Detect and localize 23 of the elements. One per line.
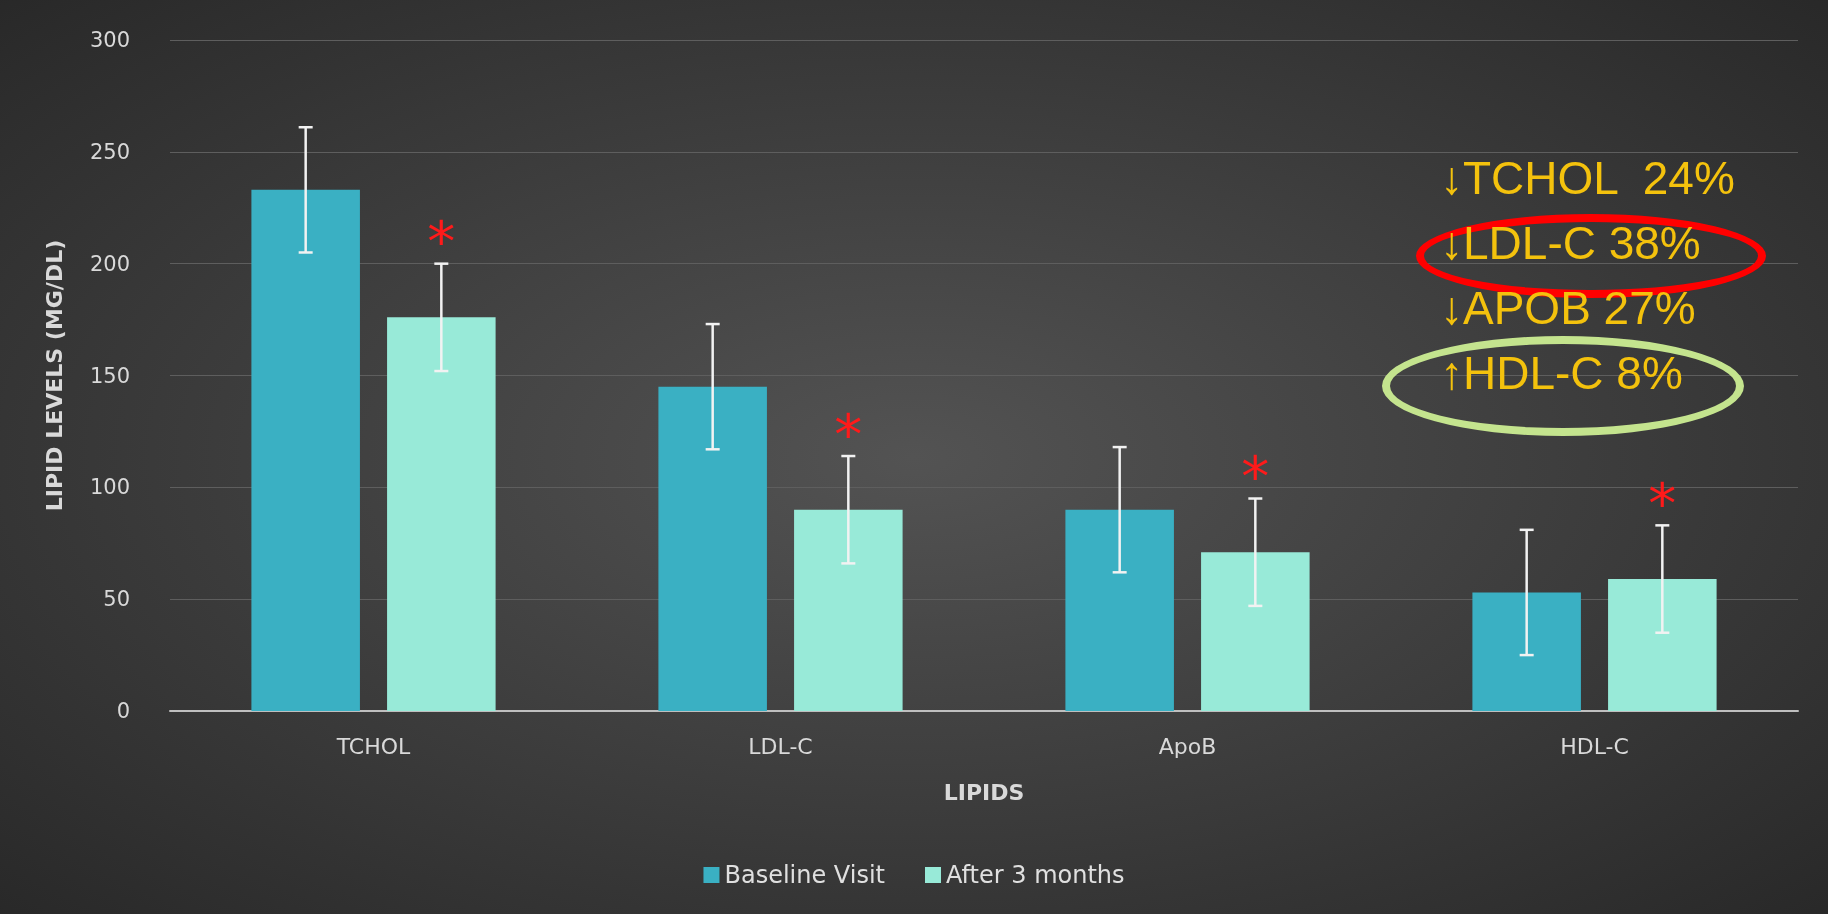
annotation: ↑HDL-C 8% — [1440, 347, 1683, 399]
y-axis-title: LIPID LEVELS (MG/DL) — [41, 239, 67, 512]
x-tick-label: HDL-C — [1560, 733, 1629, 759]
y-tick-label: 100 — [89, 475, 130, 500]
annotation: * — [834, 401, 863, 467]
annotation: ↓LDL-C 38% — [1440, 217, 1701, 269]
annotation: ↓APOB 27% — [1440, 282, 1696, 334]
y-tick-label: 250 — [89, 139, 130, 164]
annotation: * — [1648, 470, 1677, 536]
annotation: ↓TCHOL 24% — [1440, 152, 1735, 204]
y-tick-label: 50 — [103, 587, 130, 612]
x-tick-label: LDL-C — [748, 733, 813, 759]
y-tick-label: 150 — [89, 363, 130, 388]
annotation: * — [1241, 444, 1270, 510]
x-tick-label: TCHOL — [335, 733, 412, 759]
annotation: * — [427, 209, 456, 275]
legend-label: Baseline Visit — [724, 861, 885, 889]
x-tick-label: ApoB — [1158, 733, 1217, 759]
y-tick-label: 200 — [89, 251, 130, 276]
x-axis-title: LIPIDS — [943, 779, 1025, 805]
legend-label: After 3 months — [945, 861, 1125, 889]
y-tick-label: 300 — [89, 28, 130, 52]
y-tick-label: 0 — [116, 699, 130, 723]
